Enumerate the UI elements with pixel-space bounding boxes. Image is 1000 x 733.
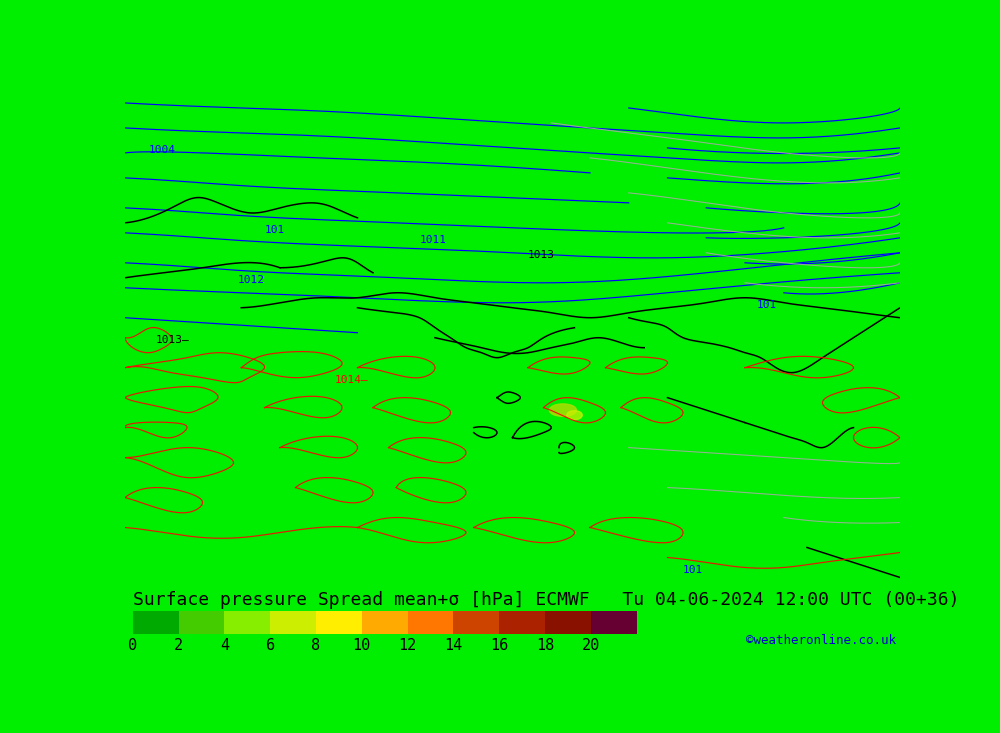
Bar	[545, 611, 591, 634]
Ellipse shape	[549, 404, 576, 416]
Ellipse shape	[567, 410, 582, 419]
Bar	[453, 611, 499, 634]
Text: 0: 0	[128, 638, 137, 653]
Text: 1014–: 1014–	[334, 375, 368, 385]
Text: 10: 10	[353, 638, 371, 653]
Bar	[362, 611, 408, 634]
Text: 18: 18	[536, 638, 554, 653]
Text: 4: 4	[220, 638, 229, 653]
Text: Surface pressure Spread mean+σ [hPa] ECMWF   Tu 04-06-2024 12:00 UTC (00+36): Surface pressure Spread mean+σ [hPa] ECM…	[133, 591, 959, 608]
Bar	[316, 611, 362, 634]
Text: 1012: 1012	[237, 276, 264, 285]
Text: 16: 16	[490, 638, 508, 653]
Text: ©weatheronline.co.uk: ©weatheronline.co.uk	[746, 634, 896, 647]
Text: 1011: 1011	[420, 235, 446, 246]
Text: 8: 8	[311, 638, 320, 653]
Text: 14: 14	[444, 638, 462, 653]
Text: 6: 6	[266, 638, 275, 653]
Text: 2: 2	[174, 638, 183, 653]
Text: 101: 101	[264, 225, 285, 235]
Text: 20: 20	[582, 638, 600, 653]
Text: 1013: 1013	[528, 250, 555, 260]
Bar	[591, 611, 637, 634]
Text: 12: 12	[398, 638, 417, 653]
Bar	[133, 611, 179, 634]
Text: 1004: 1004	[148, 145, 175, 155]
Text: 1013–: 1013–	[156, 335, 190, 345]
Bar	[224, 611, 270, 634]
Bar	[499, 611, 545, 634]
Text: 101: 101	[683, 565, 703, 575]
Text: 101: 101	[757, 301, 777, 310]
Bar	[270, 611, 316, 634]
Bar	[179, 611, 224, 634]
Bar	[408, 611, 453, 634]
